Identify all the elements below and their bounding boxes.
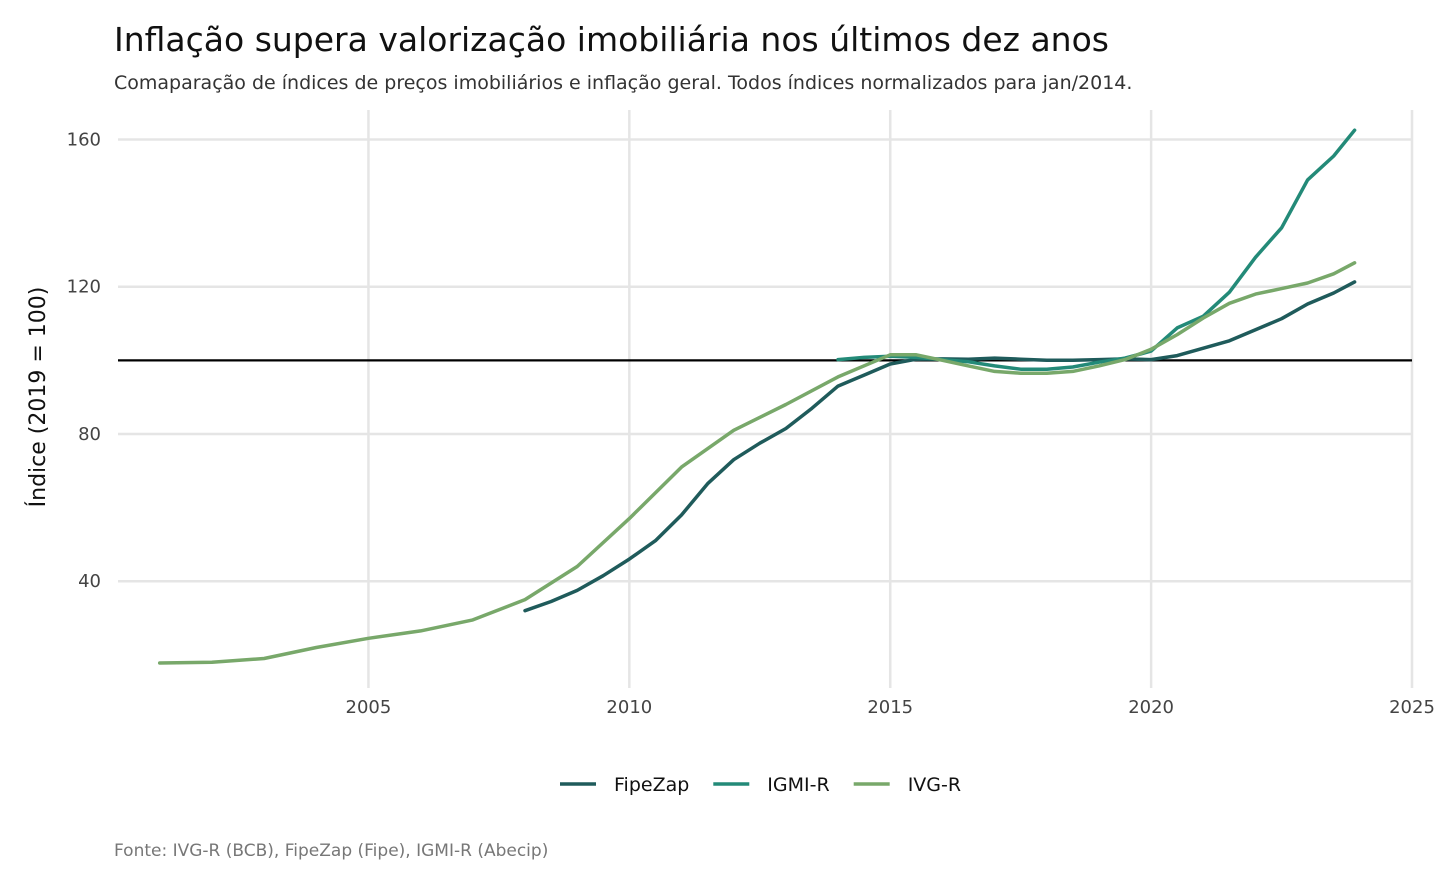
chart-title: Inflação supera valorização imobiliária … [114,20,1109,59]
y-tick-label: 160 [67,129,101,150]
y-axis-ticks: 40 80 120 160 [67,129,101,592]
series-lines [157,128,1357,665]
legend-label: FipeZap [614,774,689,796]
grid [118,110,1414,688]
legend-label: IVG-R [908,774,961,796]
series-line-ivg-r [157,261,1357,665]
x-tick-label: 2005 [346,697,392,718]
series-line-igmi-r [836,128,1357,371]
series-line-fipezap [523,280,1357,613]
y-tick-label: 80 [78,424,101,445]
legend: FipeZap IGMI-R IVG-R [560,774,961,796]
y-tick-label: 40 [78,571,101,592]
legend-label: IGMI-R [767,774,829,796]
x-tick-label: 2020 [1128,697,1174,718]
x-tick-label: 2010 [606,697,652,718]
x-tick-label: 2025 [1389,697,1435,718]
y-tick-label: 120 [67,277,101,298]
x-tick-label: 2015 [867,697,913,718]
y-axis-title: Índice (2019 = 100) [25,287,51,508]
chart-caption: Fonte: IVG-R (BCB), FipeZap (Fipe), IGMI… [114,841,549,861]
chart-subtitle: Comaparação de índices de preços imobili… [114,72,1133,94]
x-axis-ticks: 2005 2010 2015 2020 2025 [346,697,1435,718]
